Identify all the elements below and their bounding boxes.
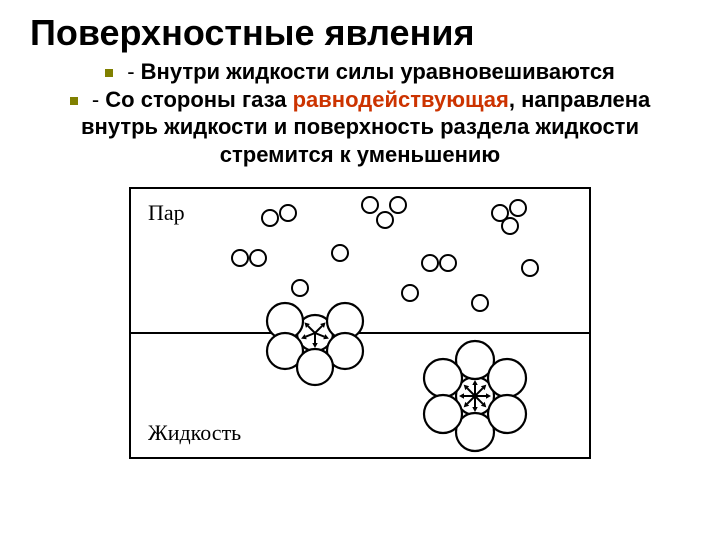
vapor-molecule — [510, 200, 526, 216]
bullet-marker-icon — [70, 97, 78, 105]
bulk-cluster-circle — [424, 359, 462, 397]
vapor-molecule — [362, 197, 378, 213]
dash-2: - — [92, 87, 105, 112]
molecular-diagram: Пар Жидкость — [120, 178, 600, 468]
vapor-molecule — [332, 245, 348, 261]
vapor-molecule — [232, 250, 248, 266]
vapor-molecule — [502, 218, 518, 234]
bullet-block: - Внутри жидкости силы уравновешиваются … — [30, 58, 690, 168]
vapor-molecule — [472, 295, 488, 311]
surface-cluster-circle — [297, 349, 333, 385]
bullet-2-a: Со стороны газа — [105, 87, 292, 112]
bulk-cluster-circle — [488, 395, 526, 433]
vapor-molecule — [440, 255, 456, 271]
vapor-molecule — [422, 255, 438, 271]
vapor-molecule — [292, 280, 308, 296]
vapor-molecule — [280, 205, 296, 221]
vapor-label: Пар — [148, 200, 185, 225]
bullet-2-b: равнодействующая — [293, 87, 509, 112]
vapor-molecule — [250, 250, 266, 266]
slide-title: Поверхностные явления — [30, 12, 690, 54]
vapor-molecule — [262, 210, 278, 226]
bulk-cluster-circle — [488, 359, 526, 397]
bullet-marker-icon — [105, 69, 113, 77]
dash-1: - — [127, 59, 140, 84]
vapor-molecule — [522, 260, 538, 276]
vapor-molecule — [402, 285, 418, 301]
bulk-cluster-circle — [424, 395, 462, 433]
liquid-label: Жидкость — [148, 420, 241, 445]
bullet-1: - Внутри жидкости силы уравновешиваются — [30, 58, 690, 86]
vapor-molecule — [377, 212, 393, 228]
bullet-2: - Со стороны газа равнодействующая, напр… — [30, 86, 690, 169]
bullet-1-text: Внутри жидкости силы уравновешиваются — [141, 59, 615, 84]
vapor-molecule — [390, 197, 406, 213]
